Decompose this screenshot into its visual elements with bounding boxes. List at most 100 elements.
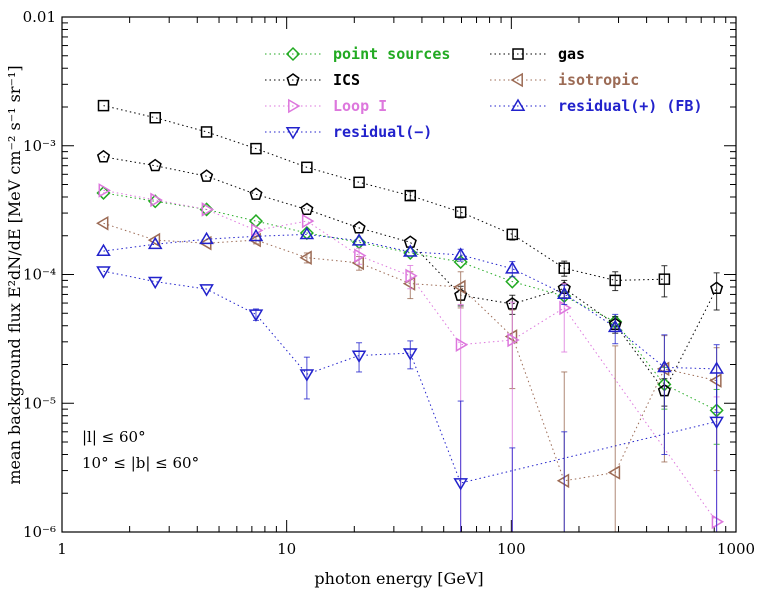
data-point	[98, 183, 111, 198]
tick-labels: 1 10 100 1000 10⁻⁶ 10⁻⁵ 10⁻⁴ 10⁻³ 0.01	[23, 8, 756, 558]
data-point	[353, 176, 365, 189]
data-point	[96, 215, 109, 231]
x-tick-label: 10	[277, 540, 296, 558]
y-tick-label: 0.01	[23, 8, 56, 26]
annotation-latitude: 10° ≤ |b| ≤ 60°	[82, 454, 199, 472]
data-point	[354, 248, 367, 263]
data-point	[249, 187, 263, 200]
data-point	[609, 274, 621, 287]
data-point	[201, 202, 215, 217]
data-point	[147, 236, 163, 250]
legend-label: Loop I	[333, 97, 387, 115]
y-tick-label: 10⁻⁵	[23, 394, 56, 412]
data-point	[147, 276, 163, 290]
data-point	[300, 202, 314, 216]
data-point	[453, 478, 468, 491]
data-point	[505, 274, 520, 289]
y-tick-label: 10⁻³	[23, 137, 56, 155]
data-point	[96, 266, 111, 279]
data-point	[556, 286, 572, 299]
data-point	[351, 350, 367, 363]
series-3	[96, 215, 722, 532]
legend: point sources ICS Loop I residual(−) gas isot…	[265, 45, 703, 141]
legend-label: gas	[558, 45, 585, 63]
legend-entry-2: ICS	[265, 71, 360, 89]
legend-marker	[285, 127, 301, 140]
data-point	[657, 359, 672, 373]
data-point	[711, 514, 725, 530]
data-point	[248, 309, 264, 322]
data-point	[404, 189, 417, 202]
data-point	[506, 228, 519, 241]
legend-label: residual(−)	[333, 123, 432, 141]
data-point	[96, 149, 111, 163]
series-0	[96, 185, 724, 445]
series-line	[103, 105, 665, 281]
y-tick-label: 10⁻⁴	[23, 266, 56, 284]
x-tick-label: 1000	[717, 540, 755, 558]
data-point	[248, 228, 264, 242]
legend-entry-5: residual(−)	[265, 123, 432, 141]
data-point	[402, 244, 418, 257]
x-axis-label: photon energy [GeV]	[314, 569, 483, 588]
data-series	[96, 99, 725, 533]
data-point	[559, 300, 572, 316]
data-point	[405, 268, 418, 284]
data-point	[403, 245, 418, 261]
legend-entry-0: point sources	[265, 45, 450, 63]
series-1	[97, 99, 671, 298]
data-point	[251, 223, 264, 238]
data-point	[455, 337, 469, 353]
data-point	[710, 281, 724, 294]
data-point	[352, 220, 366, 234]
data-point	[149, 111, 161, 124]
data-point	[250, 142, 262, 155]
y-tick-label: 10⁻⁶	[23, 523, 56, 541]
legend-entry-3: isotropic	[490, 71, 639, 89]
data-point	[454, 206, 467, 218]
data-point	[96, 243, 111, 257]
legend-marker	[512, 48, 524, 60]
data-point	[504, 329, 518, 344]
data-point	[558, 262, 570, 274]
legend-label: residual(+) (FB)	[558, 97, 703, 115]
legend-label: ICS	[333, 71, 360, 89]
data-point	[453, 279, 466, 295]
x-tick-label: 1	[57, 540, 67, 558]
data-point	[709, 416, 724, 430]
legend-marker	[510, 72, 523, 88]
data-point	[556, 473, 570, 489]
data-point	[507, 332, 520, 348]
legend-marker	[288, 98, 301, 114]
data-point	[453, 247, 468, 260]
series-5	[96, 266, 724, 532]
data-point	[301, 213, 315, 229]
data-point	[504, 261, 520, 274]
plot-frame	[61, 16, 737, 533]
legend-marker	[510, 98, 526, 111]
data-point	[97, 99, 110, 112]
data-point	[200, 126, 213, 138]
series-line	[103, 192, 717, 411]
legend-marker	[286, 73, 300, 86]
data-point	[658, 273, 671, 285]
data-point	[200, 169, 214, 182]
y-axis-label: mean background flux E²dN/dE [MeV cm⁻² s…	[5, 65, 24, 484]
data-point	[199, 284, 214, 297]
data-point	[199, 231, 214, 245]
data-point	[299, 226, 315, 240]
data-point	[299, 369, 315, 382]
x-tick-label: 100	[497, 540, 526, 558]
data-point	[299, 250, 312, 266]
annotation-longitude: |l| ≤ 60°	[82, 428, 146, 446]
data-point	[150, 192, 163, 208]
legend-entry-6: residual(+) (FB)	[490, 97, 703, 115]
data-point	[351, 233, 367, 246]
legend-label: isotropic	[558, 71, 639, 89]
series-6	[96, 226, 724, 455]
legend-entry-4: Loop I	[265, 97, 387, 115]
series-line	[103, 270, 717, 484]
data-point	[607, 465, 621, 480]
legend-marker	[285, 46, 301, 62]
